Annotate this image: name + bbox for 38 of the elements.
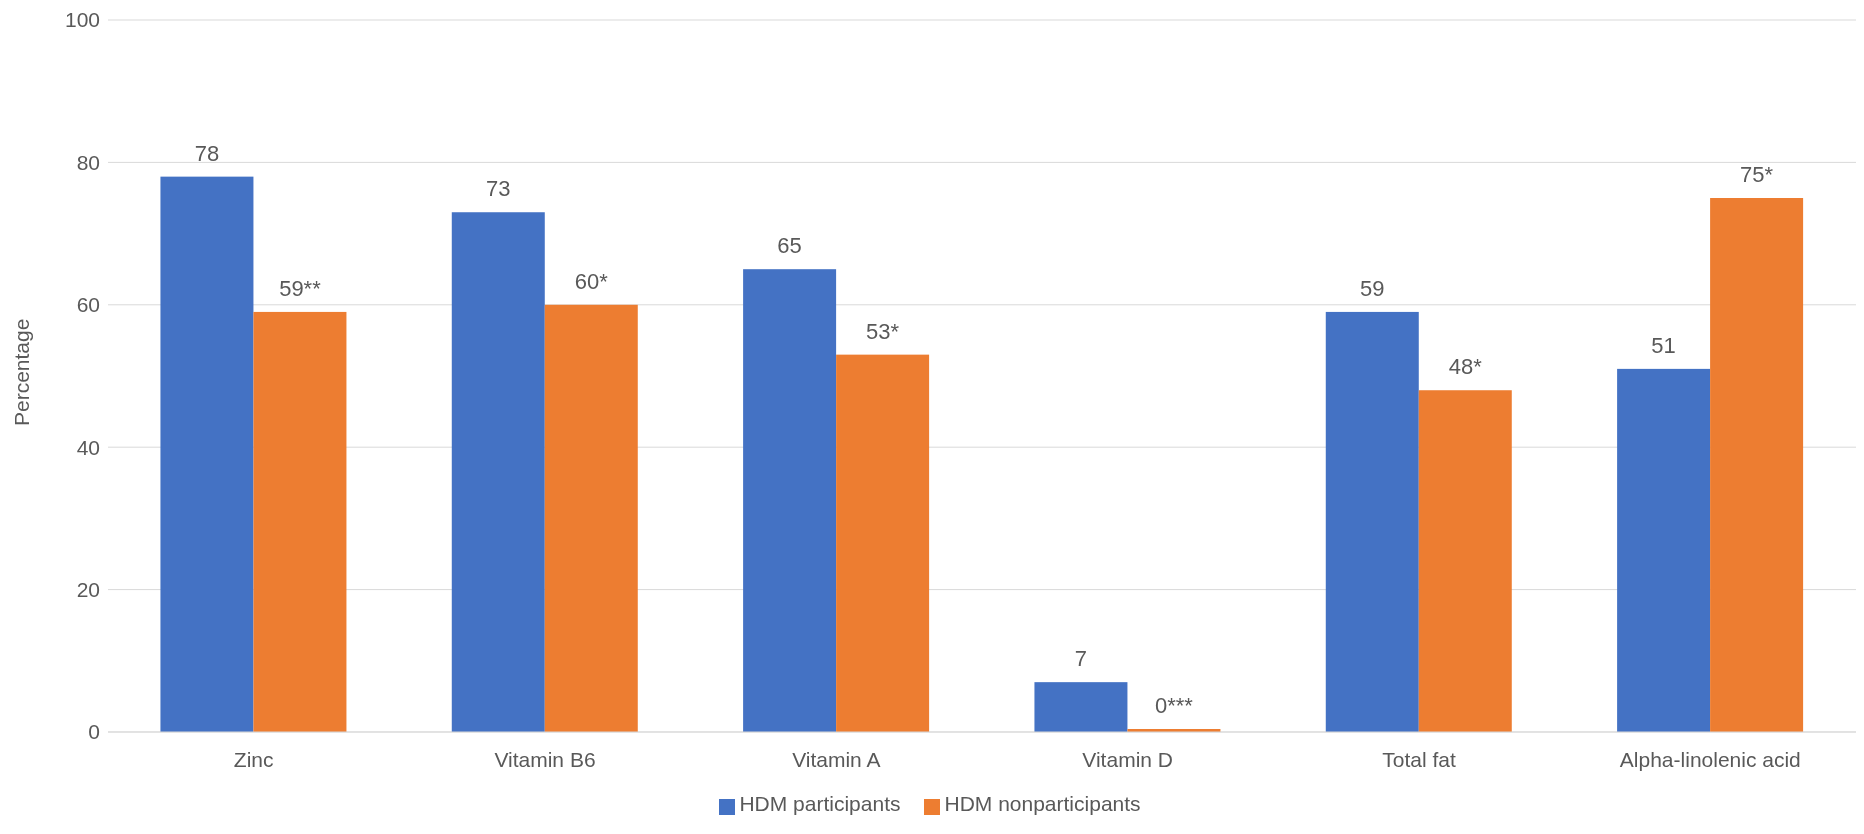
bar	[1034, 682, 1128, 732]
data-label: 59**	[279, 275, 322, 301]
data-label: 51	[1651, 332, 1676, 358]
data-label: 73	[486, 176, 511, 202]
bar	[160, 176, 254, 732]
bar	[743, 269, 837, 732]
y-tick-label: 60	[76, 293, 100, 317]
x-tick-label: Vitamin A	[792, 747, 881, 771]
data-label: 59	[1360, 275, 1385, 301]
x-tick-label: Total fat	[1382, 747, 1456, 771]
y-tick-label: 40	[76, 435, 100, 459]
bar	[1325, 311, 1419, 732]
bar	[1617, 368, 1711, 732]
bar	[836, 354, 930, 732]
x-tick-label: Vitamin B6	[494, 747, 596, 771]
x-tick-label: Vitamin D	[1082, 747, 1173, 771]
y-tick-label: 0	[88, 720, 100, 744]
data-label: 75*	[1740, 162, 1774, 187]
legend-label: HDM participants	[739, 792, 901, 815]
x-tick-label: Zinc	[233, 747, 274, 771]
legend-label: HDM nonparticipants	[944, 792, 1141, 815]
data-label: 78	[194, 140, 220, 166]
data-label: 60*	[574, 268, 609, 294]
bar	[451, 212, 545, 732]
y-tick-label: 20	[76, 578, 100, 602]
data-label: 0***	[1154, 693, 1194, 718]
y-tick-label: 80	[76, 150, 100, 174]
bar	[253, 311, 347, 732]
data-label: 53*	[866, 318, 900, 344]
y-axis-title: Percentage	[10, 318, 34, 426]
bar	[544, 304, 638, 732]
x-tick-label: Alpha-linolenic acid	[1619, 747, 1801, 771]
y-tick-label: 100	[64, 8, 100, 32]
bar	[1418, 390, 1512, 732]
data-label: 65	[777, 233, 802, 259]
data-label: 48*	[1448, 354, 1483, 380]
bar	[1710, 198, 1804, 732]
data-label: 7	[1074, 646, 1088, 672]
